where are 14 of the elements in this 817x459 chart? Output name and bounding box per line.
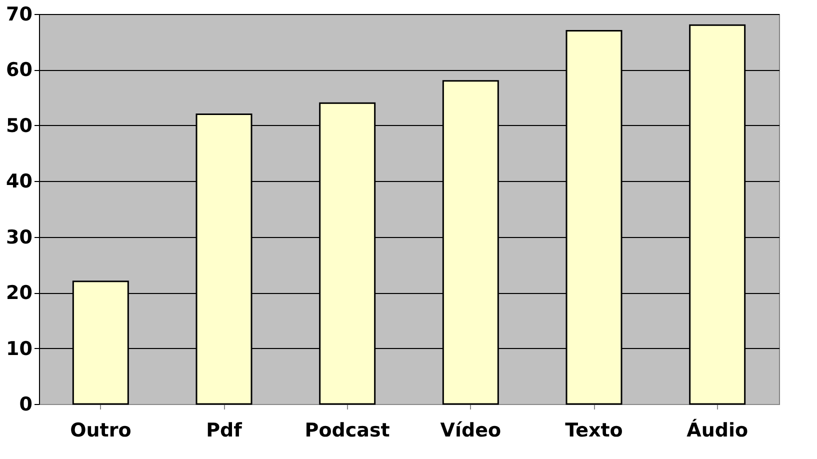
x-tick-label: Podcast	[304, 420, 390, 442]
x-tick-label: Texto	[565, 420, 623, 442]
y-tick-label: 20	[6, 282, 32, 304]
x-tick-label: Outro	[70, 420, 132, 442]
x-tick-label: Áudio	[686, 418, 748, 442]
y-tick-label: 10	[6, 338, 32, 360]
y-tick-label: 50	[6, 114, 32, 137]
y-tick-label: 60	[6, 59, 32, 82]
x-tick-label: Pdf	[206, 420, 243, 442]
y-tick-label: 30	[6, 226, 32, 248]
y-tick-label: 0	[19, 394, 32, 416]
y-tick-label: 40	[6, 170, 32, 193]
y-tick-label: 70	[6, 4, 32, 26]
x-tick-label: Vídeo	[440, 420, 502, 442]
